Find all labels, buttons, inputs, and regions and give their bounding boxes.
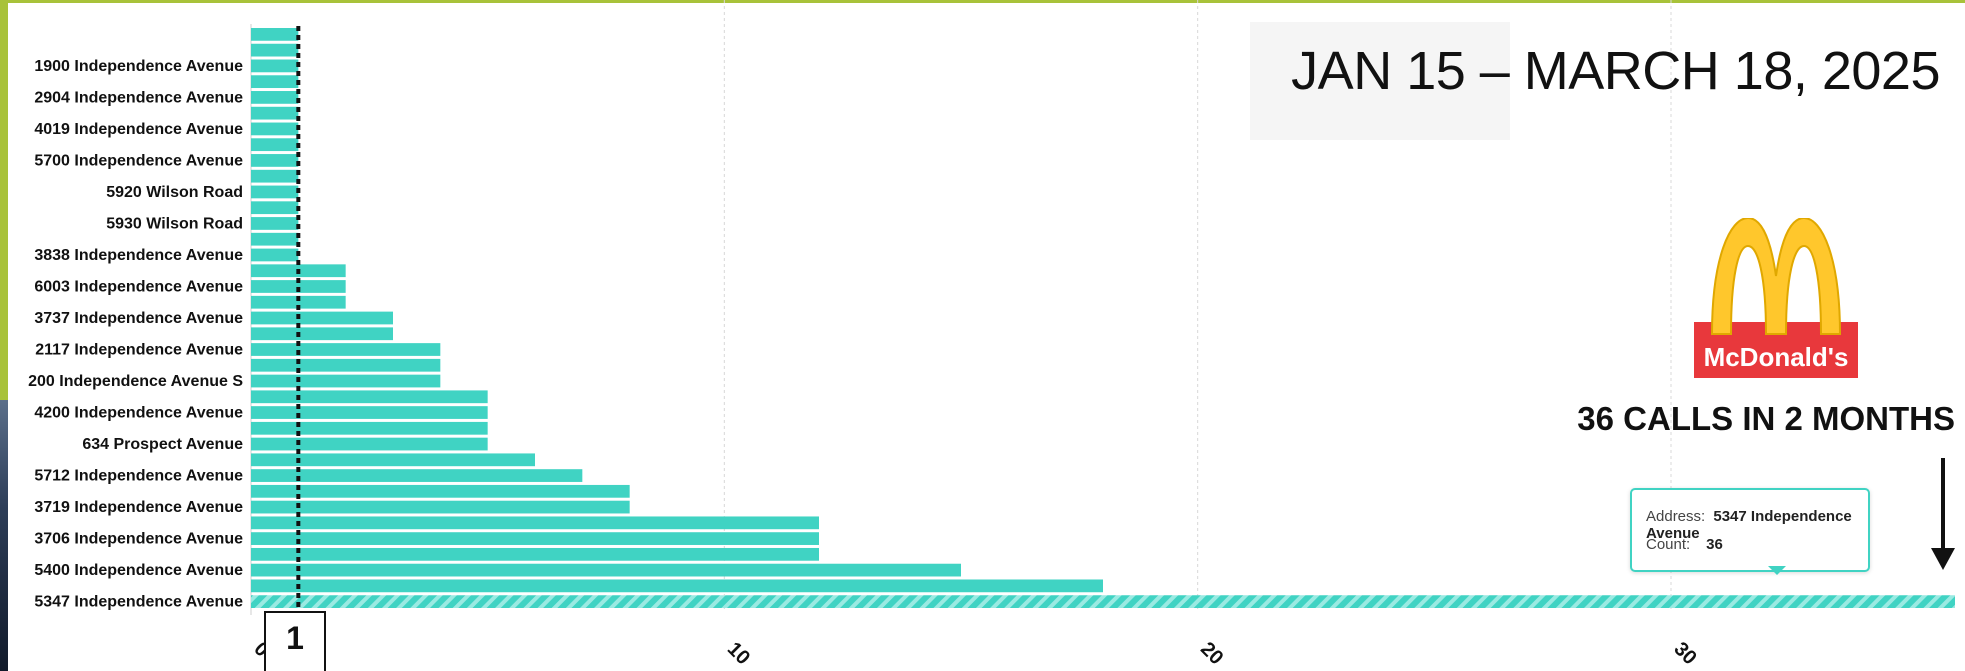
bar[interactable]	[251, 169, 299, 183]
bar[interactable]	[251, 59, 299, 73]
y-tick-label: 3838 Independence Avenue	[34, 247, 243, 264]
down-arrow-icon	[1931, 458, 1955, 570]
mcdonalds-logo: McDonald's	[1694, 218, 1858, 378]
bar[interactable]	[251, 547, 819, 561]
bar[interactable]	[251, 217, 299, 230]
bar[interactable]	[251, 280, 346, 293]
bar[interactable]	[251, 248, 299, 262]
y-tick-label: 3737 Independence Avenue	[34, 310, 243, 327]
bar[interactable]	[251, 437, 488, 451]
y-tick-label: 200 Independence Avenue S	[28, 373, 243, 390]
tooltip-count-value: 36	[1706, 536, 1723, 553]
tooltip-address-row: Address: 5347 Independence Avenue	[1646, 508, 1868, 542]
tooltip-caret	[1768, 566, 1786, 575]
bar[interactable]	[251, 138, 299, 152]
y-tick-label: 2904 Independence Avenue	[34, 89, 243, 106]
bar[interactable]	[251, 343, 441, 356]
x-tick-label: 30	[1669, 638, 1700, 669]
title-backdrop	[1250, 22, 1510, 140]
bar[interactable]	[251, 106, 299, 120]
x-tick-label: 10	[723, 638, 754, 669]
y-tick-label: 3719 Independence Avenue	[34, 499, 243, 516]
slide-left-border	[0, 0, 8, 671]
bar[interactable]	[251, 374, 441, 388]
bar[interactable]	[251, 91, 299, 104]
background-photo-strip	[0, 400, 8, 671]
y-tick-label: 4019 Independence Avenue	[34, 121, 243, 138]
callout-text: 36 CALLS IN 2 MONTHS	[1577, 400, 1955, 437]
bar[interactable]	[251, 579, 1103, 593]
y-tick-label: 1900 Independence Avenue	[34, 58, 243, 75]
bar[interactable]	[251, 122, 299, 136]
bar[interactable]	[251, 311, 393, 325]
bar-tooltip: Address: 5347 Independence Avenue Count:…	[1630, 488, 1870, 572]
bar[interactable]	[251, 453, 535, 467]
y-tick-label: 6003 Independence Avenue	[34, 278, 243, 295]
y-tick-label: 5700 Independence Avenue	[34, 152, 243, 169]
bar[interactable]	[251, 28, 299, 41]
bar[interactable]	[251, 154, 299, 167]
y-tick-label: 5920 Wilson Road	[106, 184, 243, 201]
tooltip-count-row: Count: 36	[1646, 536, 1723, 553]
bar[interactable]	[251, 327, 393, 341]
slide-top-border	[0, 0, 1965, 3]
bar[interactable]	[251, 484, 630, 498]
bar[interactable]	[251, 406, 488, 419]
reference-line-label: 1	[286, 620, 304, 656]
bar[interactable]	[251, 500, 630, 514]
bar[interactable]	[251, 232, 299, 246]
y-tick-label: 2117 Independence Avenue	[35, 342, 243, 359]
bar[interactable]	[251, 358, 441, 372]
y-tick-label: 3706 Independence Avenue	[34, 531, 243, 548]
bar[interactable]	[251, 43, 299, 57]
bar[interactable]	[251, 532, 819, 545]
x-tick-label: 20	[1196, 638, 1227, 669]
y-tick-label: 5930 Wilson Road	[106, 215, 243, 232]
bar[interactable]	[251, 390, 488, 404]
date-range-title: JAN 15 – MARCH 18, 2025	[1291, 41, 1940, 101]
bar[interactable]	[251, 75, 299, 89]
tooltip-address-value: 5347 Independence Avenue	[1646, 508, 1852, 542]
bar[interactable]	[251, 563, 961, 577]
y-tick-label: 5712 Independence Avenue	[34, 468, 243, 485]
bar[interactable]	[251, 185, 299, 199]
y-tick-label: 5400 Independence Avenue	[34, 562, 243, 579]
y-tick-label: 5347 Independence Avenue	[34, 594, 243, 611]
bar[interactable]	[251, 516, 819, 530]
bar[interactable]	[251, 295, 346, 309]
tooltip-count-key: Count:	[1646, 536, 1691, 553]
bar-highlighted[interactable]	[251, 595, 1955, 608]
bar[interactable]	[251, 421, 488, 435]
reference-line-marker-box	[264, 611, 326, 671]
y-tick-label: 634 Prospect Avenue	[82, 436, 243, 453]
y-tick-label: 4200 Independence Avenue	[34, 405, 243, 422]
bar[interactable]	[251, 201, 299, 215]
tooltip-address-key: Address:	[1646, 508, 1706, 525]
svg-text:McDonald's: McDonald's	[1704, 342, 1849, 372]
bar[interactable]	[251, 469, 583, 482]
